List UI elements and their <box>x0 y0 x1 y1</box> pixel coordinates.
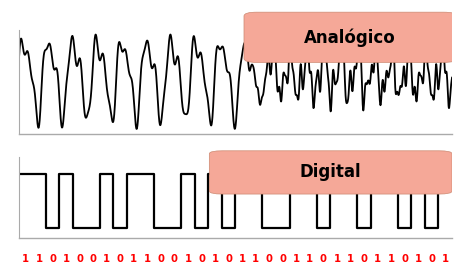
Text: 1: 1 <box>306 254 313 264</box>
Text: 1: 1 <box>388 254 395 264</box>
Text: 1: 1 <box>442 254 449 264</box>
Text: 1: 1 <box>252 254 259 264</box>
Text: 1: 1 <box>35 254 42 264</box>
FancyBboxPatch shape <box>209 151 452 194</box>
Text: 1: 1 <box>103 254 110 264</box>
Text: 1: 1 <box>144 254 151 264</box>
Text: 0: 0 <box>225 254 232 264</box>
Text: 1: 1 <box>185 254 192 264</box>
Text: 0: 0 <box>428 254 435 264</box>
Text: 0: 0 <box>89 254 96 264</box>
Text: 0: 0 <box>279 254 286 264</box>
Text: Digital: Digital <box>300 164 362 182</box>
Text: 1: 1 <box>239 254 246 264</box>
Text: 0: 0 <box>361 254 367 264</box>
Text: 1: 1 <box>293 254 300 264</box>
Text: 1: 1 <box>212 254 219 264</box>
Text: 1: 1 <box>130 254 137 264</box>
Text: 0: 0 <box>266 254 273 264</box>
Text: 1: 1 <box>22 254 29 264</box>
Text: 0: 0 <box>171 254 178 264</box>
Text: 1: 1 <box>333 254 341 264</box>
Text: 1: 1 <box>62 254 69 264</box>
Text: 0: 0 <box>198 254 205 264</box>
Text: 0: 0 <box>320 254 327 264</box>
FancyBboxPatch shape <box>244 12 456 63</box>
Text: 1: 1 <box>415 254 422 264</box>
Text: 0: 0 <box>76 254 83 264</box>
Text: 1: 1 <box>347 254 354 264</box>
Text: 1: 1 <box>374 254 381 264</box>
Text: 0: 0 <box>49 254 56 264</box>
Text: 0: 0 <box>401 254 408 264</box>
Text: 0: 0 <box>117 254 123 264</box>
Text: Analógico: Analógico <box>304 28 396 46</box>
Text: 0: 0 <box>158 254 164 264</box>
